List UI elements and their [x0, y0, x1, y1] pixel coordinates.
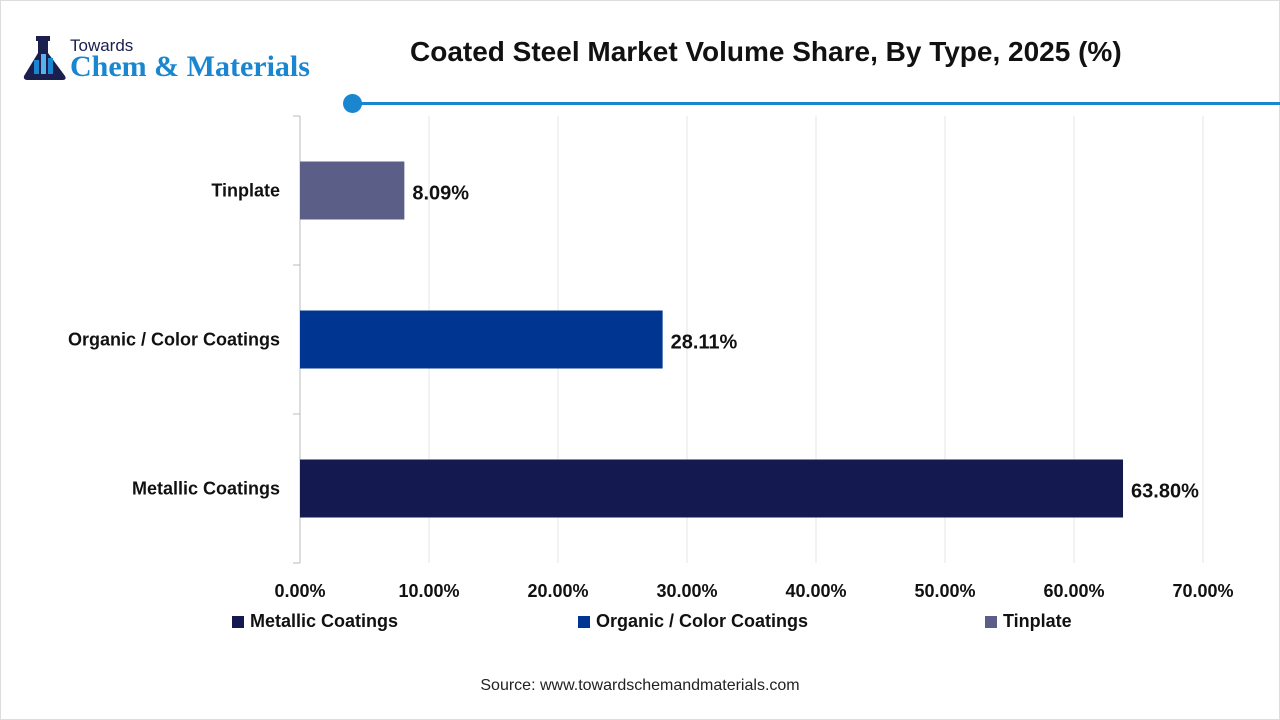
legend-label: Organic / Color Coatings — [596, 611, 809, 631]
legend-item: Organic / Color Coatings — [578, 611, 808, 632]
divider-dot — [343, 94, 362, 113]
data-label: 63.80% — [1131, 481, 1199, 503]
x-tick-label: 0.00% — [274, 581, 325, 601]
legend-swatch — [578, 615, 590, 628]
x-tick-label: 50.00% — [914, 581, 975, 601]
legend-swatch — [232, 615, 244, 628]
category-label: Tinplate — [211, 181, 280, 201]
logo-main: Chem & Materials — [70, 50, 310, 83]
x-tick-label: 30.00% — [656, 581, 717, 601]
title-divider — [353, 102, 1280, 105]
legend-item: Metallic Coatings — [232, 611, 398, 632]
bar — [300, 459, 1124, 518]
bar — [300, 161, 405, 220]
legend-swatch — [985, 615, 997, 628]
x-tick-label: 20.00% — [527, 581, 588, 601]
data-label: 28.11% — [671, 332, 738, 354]
flask-icon — [23, 36, 66, 80]
x-tick-label: 70.00% — [1172, 581, 1233, 601]
chart-title: Coated Steel Market Volume Share, By Typ… — [410, 36, 1122, 67]
legend-label: Metallic Coatings — [250, 611, 399, 631]
data-label: 8.09% — [412, 183, 469, 205]
category-label: Organic / Color Coatings — [68, 330, 280, 350]
x-tick-label: 40.00% — [785, 581, 846, 601]
source-text: Source: www.towardschemandmaterials.com — [480, 677, 800, 694]
category-label: Metallic Coatings — [132, 479, 280, 499]
x-tick-label: 10.00% — [398, 581, 459, 601]
legend-item: Tinplate — [985, 611, 1072, 632]
logo-towards: Towards — [70, 36, 134, 55]
x-tick-label: 60.00% — [1043, 581, 1104, 601]
bar — [300, 310, 663, 369]
legend-label: Tinplate — [1003, 611, 1072, 631]
logo: Towards Chem & Materials — [22, 34, 310, 87]
